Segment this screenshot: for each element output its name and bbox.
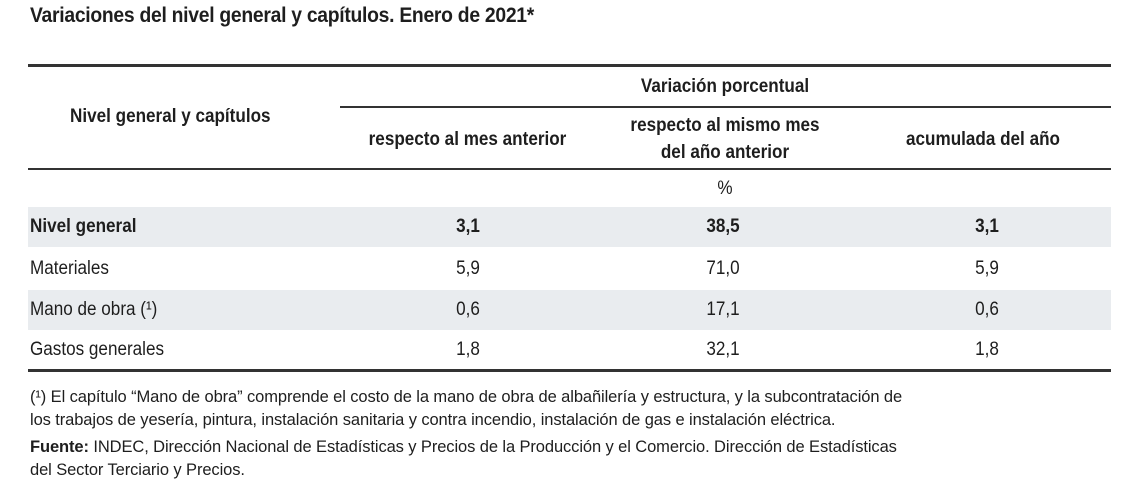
header-rule — [28, 168, 1111, 170]
cell-materiales-v1: 5,9 — [456, 258, 480, 279]
row-label-gastos-generales: Gastos generales — [30, 339, 165, 360]
cell-materiales-v3: 5,9 — [975, 258, 999, 279]
row-label-materiales: Materiales — [30, 258, 109, 279]
cell-nivel-v2: 38,5 — [706, 216, 740, 237]
col-header-month: respecto al mes anterior — [368, 129, 567, 150]
row-label-nivel-general: Nivel general — [30, 216, 137, 237]
top-rule — [28, 64, 1111, 67]
table-title: Variaciones del nivel general y capítulo… — [30, 4, 535, 27]
group-header: Variación porcentual — [640, 76, 810, 97]
row-label-mano-de-obra: Mano de obra (¹) — [30, 299, 158, 320]
cell-mano-v2: 17,1 — [706, 299, 740, 320]
source-label: Fuente: — [30, 438, 89, 456]
col-header-year-line1: respecto al mismo mes — [630, 115, 820, 136]
bottom-rule — [28, 369, 1111, 372]
footnote-line-2: los trabajos de yesería, pintura, instal… — [30, 411, 836, 429]
cell-nivel-v1: 3,1 — [456, 216, 480, 237]
row-band-nivel — [28, 207, 1111, 247]
col-header-year-line2: del año anterior — [660, 142, 790, 163]
cell-nivel-v3: 3,1 — [975, 216, 999, 237]
footnote-line-1: (¹) El capítulo “Mano de obra” comprende… — [30, 388, 903, 406]
row-header-label: Nivel general y capítulos — [70, 106, 271, 127]
cell-gastos-v3: 1,8 — [975, 339, 999, 360]
cell-mano-v3: 0,6 — [975, 299, 999, 320]
source-line-1: Fuente: INDEC, Dirección Nacional de Est… — [30, 438, 897, 457]
cell-gastos-v2: 32,1 — [706, 339, 740, 360]
cell-materiales-v2: 71,0 — [706, 258, 740, 279]
group-rule — [340, 106, 1111, 108]
unit-label: % — [717, 178, 733, 199]
row-band-mano — [28, 290, 1111, 330]
cell-gastos-v1: 1,8 — [456, 339, 480, 360]
source-line-2: del Sector Terciario y Precios. — [30, 461, 245, 479]
source-text-1: INDEC, Dirección Nacional de Estadística… — [88, 438, 897, 456]
cell-mano-v1: 0,6 — [456, 299, 480, 320]
col-header-accum: acumulada del año — [906, 129, 1060, 150]
